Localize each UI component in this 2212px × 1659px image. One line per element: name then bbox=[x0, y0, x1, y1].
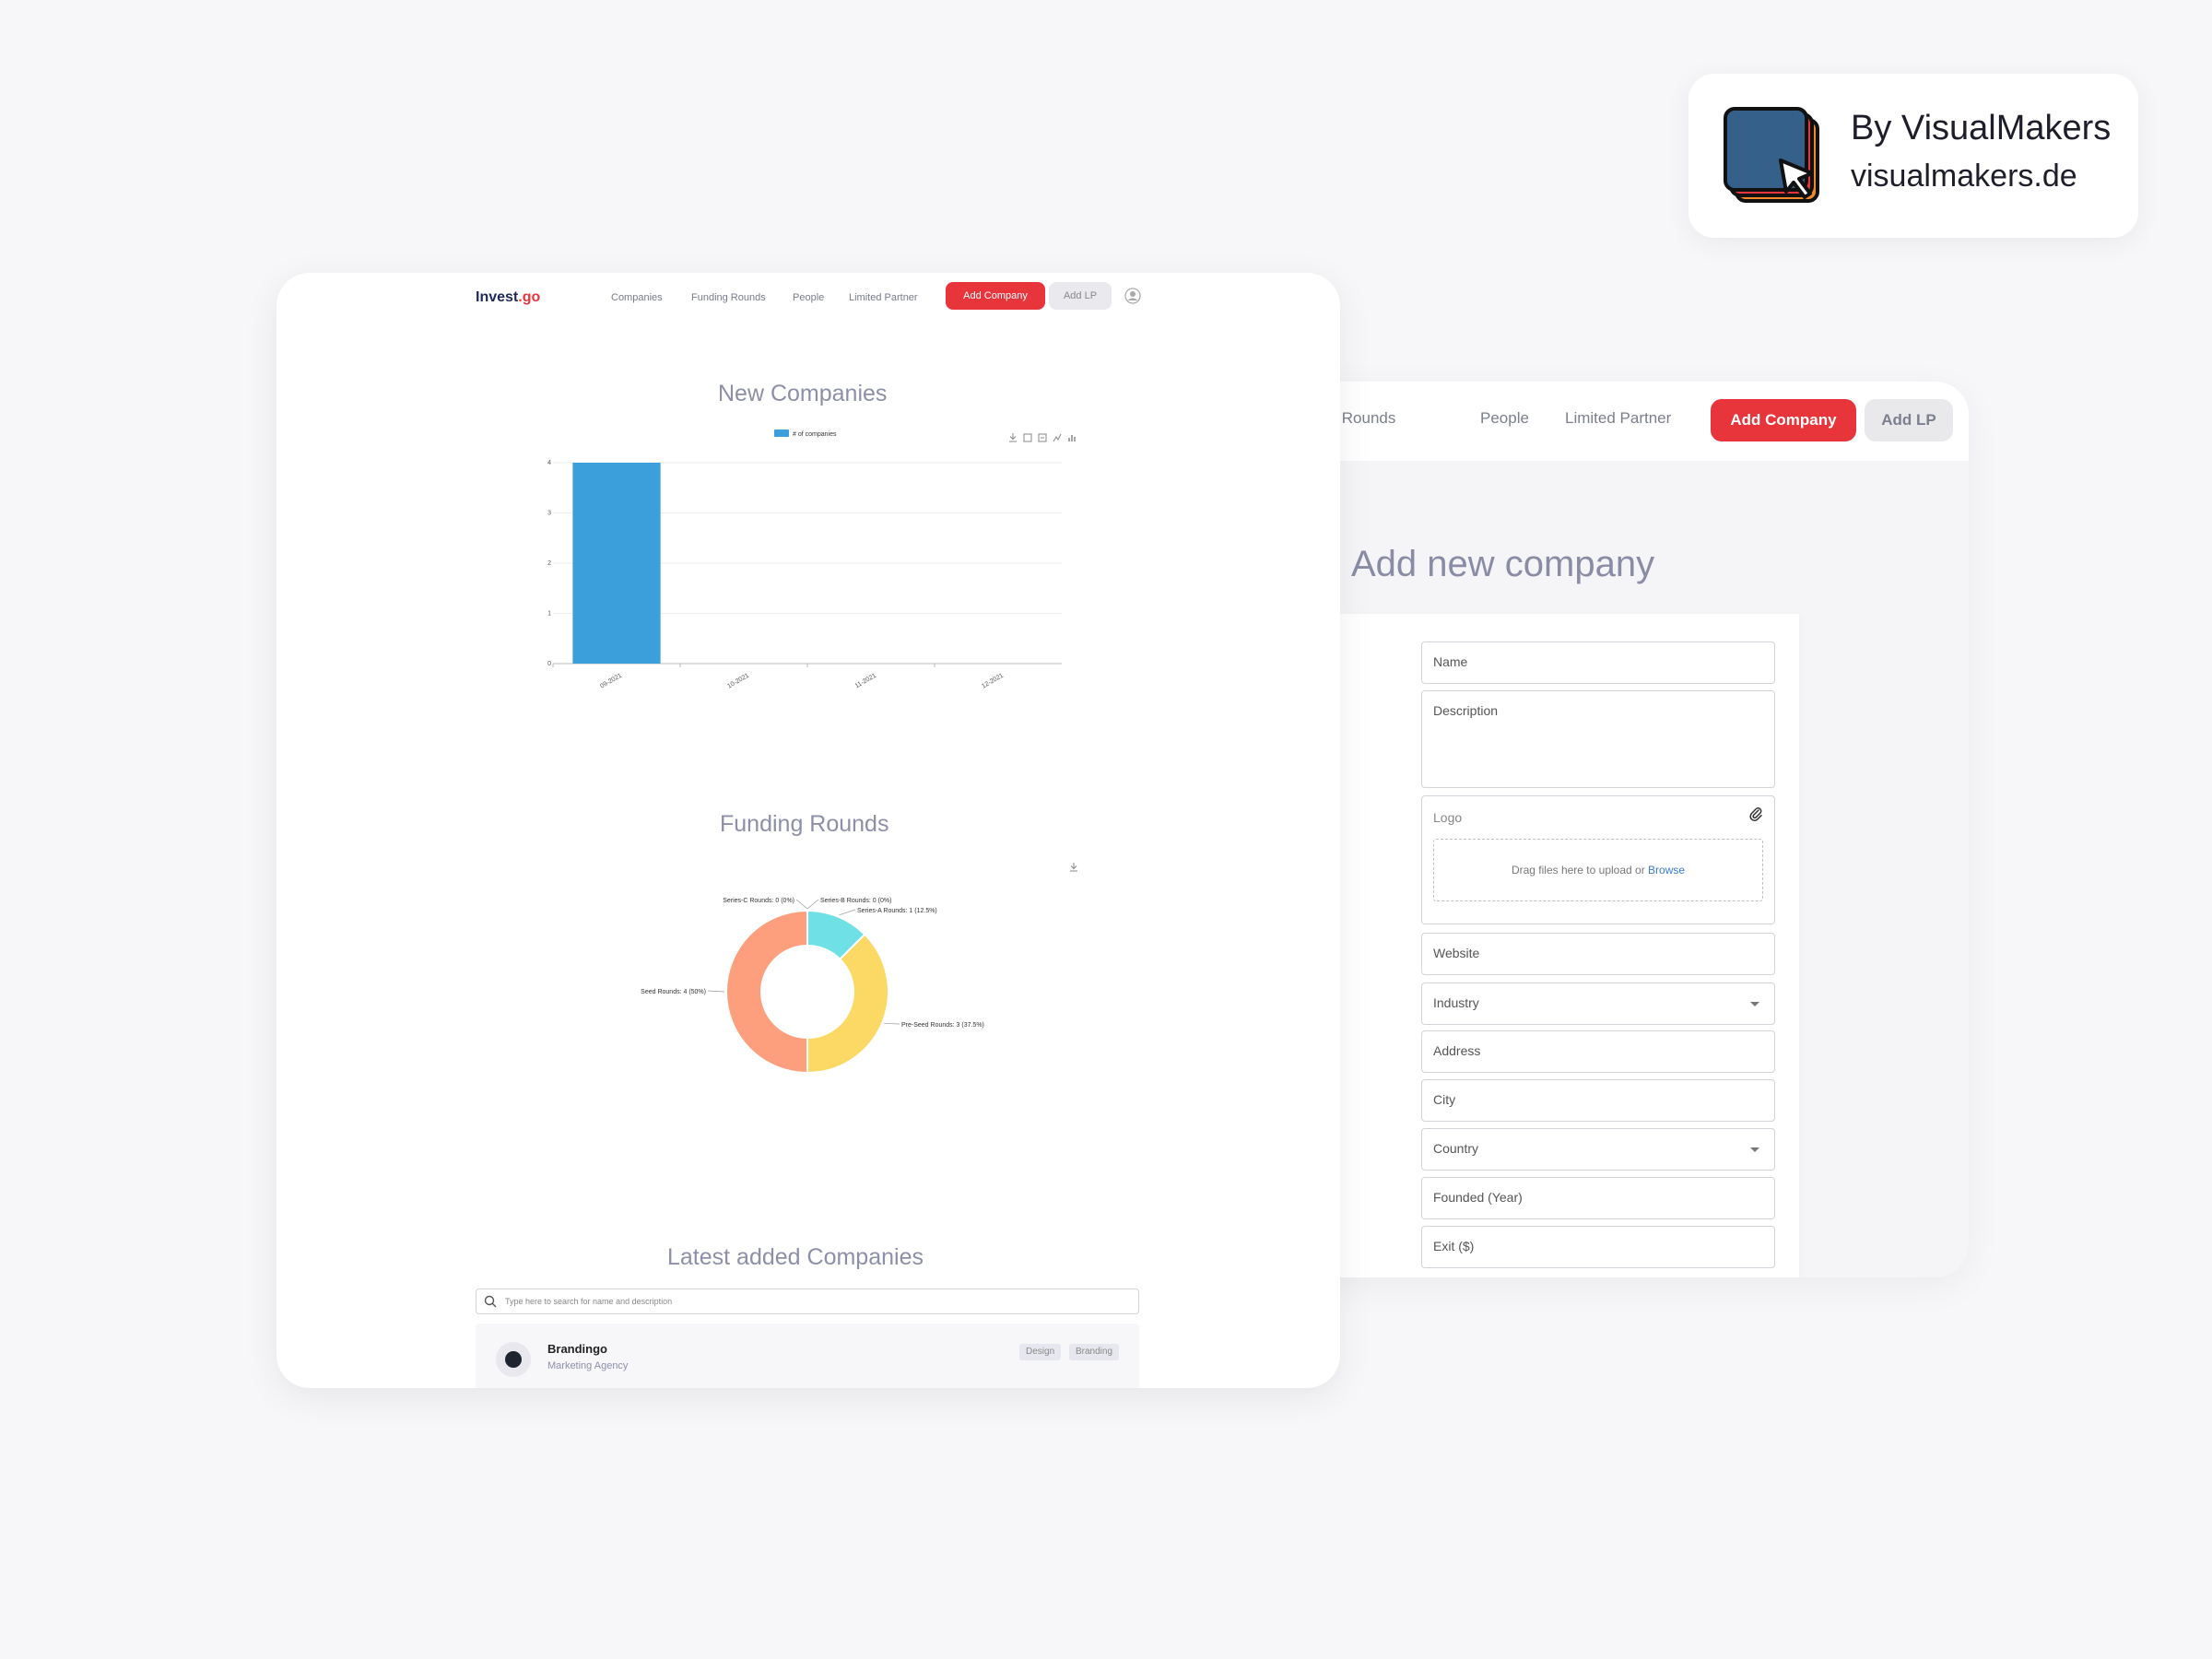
dashboard-window: Invest.go Companies Funding Rounds Peopl… bbox=[276, 273, 1340, 1388]
name-field[interactable]: Name bbox=[1421, 641, 1775, 684]
industry-select[interactable]: Industry bbox=[1421, 982, 1775, 1025]
company-subtitle: Marketing Agency bbox=[547, 1360, 629, 1371]
search-input[interactable]: Type here to search for name and descrip… bbox=[476, 1288, 1139, 1314]
funding-rounds-title: Funding Rounds bbox=[720, 811, 889, 837]
x-tick-label: 10-2021 bbox=[726, 673, 750, 690]
leader-line bbox=[806, 899, 819, 910]
leader-line bbox=[839, 909, 856, 916]
slice-label: Series-C Rounds: 0 (0%) bbox=[723, 898, 794, 904]
logo-accent-text: .go bbox=[518, 289, 541, 305]
page-title: Add new company bbox=[1351, 544, 1655, 584]
legend-label: # of companies bbox=[793, 431, 837, 438]
description-label: Description bbox=[1433, 703, 1499, 718]
user-avatar-icon[interactable] bbox=[1124, 288, 1141, 304]
invest-go-logo[interactable]: Invest.go bbox=[476, 289, 540, 306]
nav-people[interactable]: People bbox=[793, 292, 825, 303]
legend-swatch bbox=[774, 429, 789, 437]
download-icon bbox=[1009, 433, 1017, 442]
nav-people[interactable]: People bbox=[1480, 409, 1529, 427]
new-companies-bar-chart: # of companies 0 1 2 3 4 09-2021 10-2021 11-2021… bbox=[547, 429, 1062, 690]
slice-label: Pre-Seed Rounds: 3 (37.5%) bbox=[901, 1022, 984, 1029]
bar-chart-icon bbox=[1068, 435, 1076, 441]
nav-companies[interactable]: Companies bbox=[611, 292, 663, 303]
add-company-button[interactable]: Add Company bbox=[1711, 399, 1856, 441]
address-label: Address bbox=[1433, 1043, 1481, 1058]
bar-chart-toolbar bbox=[1009, 433, 1076, 442]
exit-field[interactable]: Exit ($) bbox=[1421, 1226, 1775, 1268]
add-company-window: unding Rounds People Limited Partner Add… bbox=[1290, 382, 1969, 1277]
name-label: Name bbox=[1433, 654, 1468, 669]
add-lp-button[interactable]: Add LP bbox=[1049, 282, 1112, 310]
leader-line bbox=[707, 990, 725, 993]
zoom-reset-icon bbox=[1038, 433, 1047, 442]
brand-url[interactable]: visualmakers.de bbox=[1851, 159, 2077, 194]
search-placeholder: Type here to search for name and descrip… bbox=[505, 1297, 673, 1306]
slice-3 bbox=[725, 909, 808, 1075]
website-label: Website bbox=[1433, 946, 1480, 960]
slice-2 bbox=[806, 933, 889, 1075]
search-icon bbox=[484, 1295, 497, 1308]
slice-label: Series-B Rounds: 0 (0%) bbox=[820, 898, 891, 904]
company-logo-avatar bbox=[496, 1342, 531, 1377]
founded-label: Founded (Year) bbox=[1433, 1190, 1523, 1205]
top-nav: unding Rounds People Limited Partner Add… bbox=[1290, 382, 1969, 461]
city-field[interactable]: City bbox=[1421, 1079, 1775, 1122]
country-select[interactable]: Country bbox=[1421, 1128, 1775, 1171]
leader-line bbox=[884, 1023, 900, 1025]
company-form: Name Description Logo Drag files here to… bbox=[1290, 614, 1799, 1277]
latest-companies-title: Latest added Companies bbox=[667, 1244, 924, 1270]
add-company-button[interactable]: Add Company bbox=[946, 282, 1045, 310]
file-drop-zone[interactable]: Drag files here to upload or Browse bbox=[1433, 839, 1763, 901]
address-field[interactable]: Address bbox=[1421, 1030, 1775, 1073]
chevron-down-icon bbox=[1750, 1002, 1759, 1006]
founded-field[interactable]: Founded (Year) bbox=[1421, 1177, 1775, 1219]
add-lp-button[interactable]: Add LP bbox=[1865, 399, 1953, 441]
line-chart-icon bbox=[1053, 433, 1062, 442]
tag-branding: Branding bbox=[1069, 1344, 1120, 1360]
x-tick-label: 09-2021 bbox=[599, 673, 623, 690]
website-field[interactable]: Website bbox=[1421, 933, 1775, 975]
paperclip-icon[interactable] bbox=[1748, 806, 1763, 822]
browse-link[interactable]: Browse bbox=[1648, 864, 1686, 877]
brand-by-line: By VisualMakers bbox=[1851, 109, 2112, 147]
nav-limited-partner[interactable]: Limited Partner bbox=[1565, 409, 1672, 427]
leader-line bbox=[795, 899, 808, 910]
charts-canvas: # of companies 0 1 2 3 4 09-2021 10-2021 11-2021… bbox=[547, 429, 1077, 1075]
zoom-icon bbox=[1023, 433, 1032, 442]
logo-label: Logo bbox=[1433, 810, 1463, 825]
slice-label: Seed Rounds: 4 (50%) bbox=[641, 989, 706, 995]
logo-upload-field: Logo Drag files here to upload or Browse bbox=[1421, 795, 1775, 924]
bar-09-2021 bbox=[572, 463, 661, 664]
company-name: Brandingo bbox=[547, 1342, 607, 1356]
slice-label: Series-A Rounds: 1 (12.5%) bbox=[857, 908, 937, 914]
nav-funding-rounds[interactable]: Funding Rounds bbox=[691, 292, 766, 303]
logo-main-text: Invest bbox=[476, 289, 519, 305]
new-companies-title: New Companies bbox=[718, 381, 888, 406]
drop-text: Drag files here to upload or bbox=[1511, 864, 1649, 877]
tag-design: Design bbox=[1019, 1344, 1062, 1360]
y-tick-label: 4 bbox=[547, 460, 551, 466]
visualmakers-logo-icon bbox=[1724, 107, 1819, 203]
nav-limited-partner[interactable]: Limited Partner bbox=[849, 292, 918, 303]
industry-label: Industry bbox=[1433, 995, 1479, 1010]
pie-download-icon bbox=[1070, 863, 1077, 872]
y-tick-label: 1 bbox=[547, 611, 551, 618]
branding-card: By VisualMakers visualmakers.de bbox=[1688, 74, 2138, 238]
x-tick-label: 11-2021 bbox=[854, 673, 877, 690]
y-tick-label: 3 bbox=[547, 511, 551, 517]
description-field[interactable]: Description bbox=[1421, 690, 1775, 788]
chevron-down-icon bbox=[1750, 1147, 1759, 1152]
funding-rounds-donut-chart: Series-B Rounds: 0 (0%) Series-A Rounds: … bbox=[641, 898, 984, 1075]
x-tick-label: 12-2021 bbox=[981, 673, 1005, 690]
y-tick-label: 0 bbox=[547, 661, 551, 667]
y-tick-label: 2 bbox=[547, 560, 551, 567]
exit-label: Exit ($) bbox=[1433, 1239, 1475, 1253]
country-label: Country bbox=[1433, 1141, 1479, 1156]
company-list-item[interactable]: Brandingo Marketing Agency Design Brandi… bbox=[476, 1324, 1139, 1388]
city-label: City bbox=[1433, 1092, 1456, 1107]
